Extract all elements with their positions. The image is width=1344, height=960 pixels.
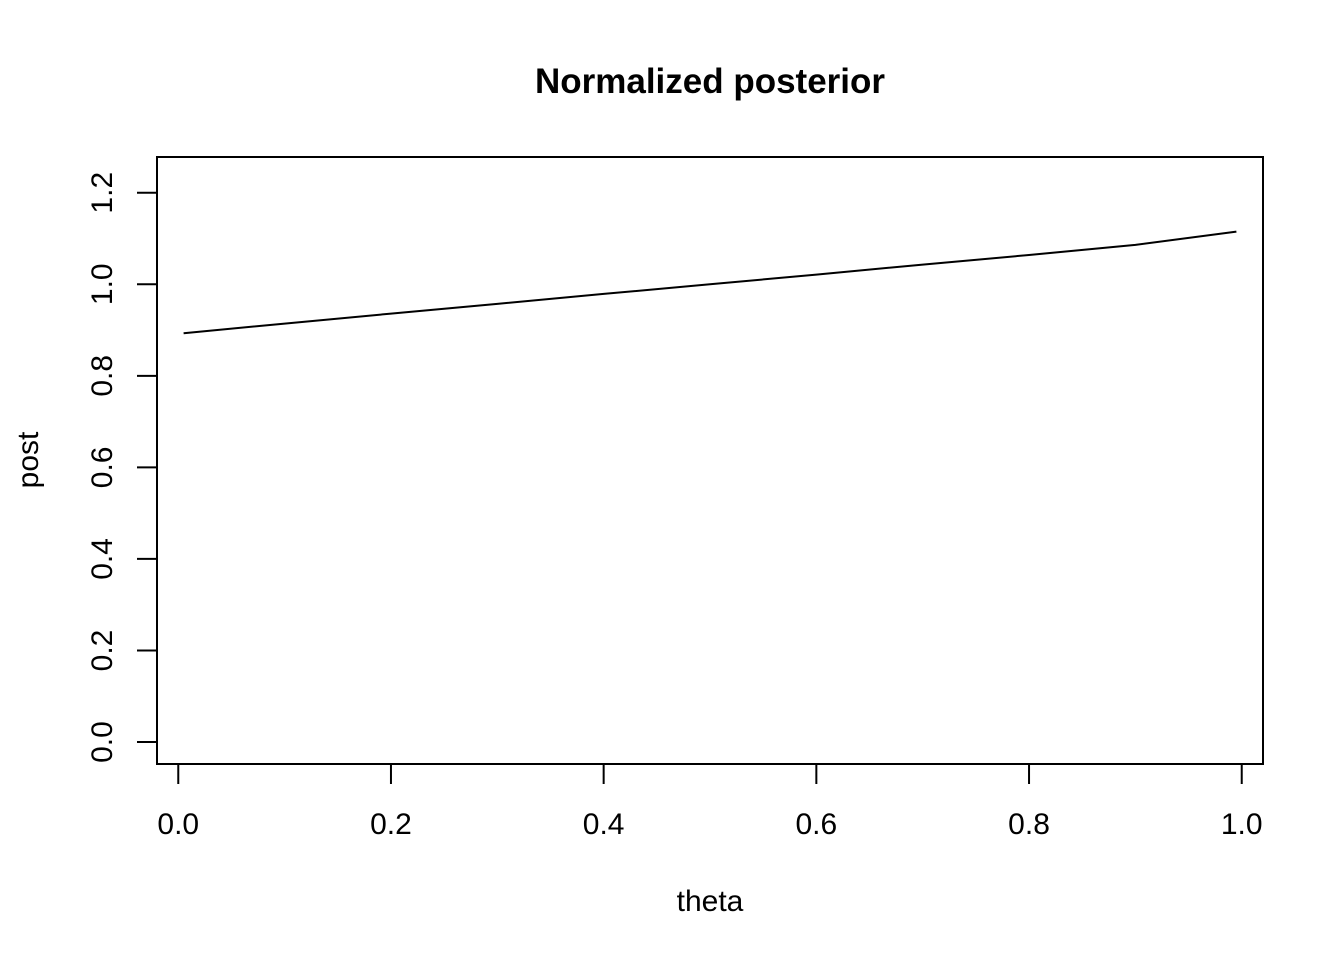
x-tick-label: 0.8 (1008, 808, 1050, 841)
x-tick-label: 0.4 (583, 808, 625, 841)
y-axis-title: post (12, 431, 45, 488)
y-tick-label: 1.0 (86, 263, 119, 305)
x-tick-label: 0.2 (370, 808, 412, 841)
x-tick-label: 0.0 (157, 808, 199, 841)
y-tick-label: 0.4 (86, 538, 119, 580)
x-tick-label: 0.6 (795, 808, 837, 841)
x-axis: 0.0 0.2 0.4 0.6 0.8 1.0 (157, 763, 1263, 841)
y-tick-label: 0.8 (86, 355, 119, 397)
series-layer (183, 230, 1237, 335)
x-tick-label: 1.0 (1221, 808, 1263, 841)
y-axis: 0.0 0.2 0.4 0.6 0.8 1.0 1.2 (86, 172, 158, 763)
series-line-0 (183, 230, 1237, 335)
y-tick-label: 0.2 (86, 630, 119, 672)
y-tick-label: 1.2 (86, 172, 119, 214)
y-tick-label: 0.6 (86, 447, 119, 489)
x-axis-title: theta (677, 885, 744, 918)
chart-title: Normalized posterior (535, 62, 885, 101)
y-tick-label: 0.0 (86, 721, 119, 763)
